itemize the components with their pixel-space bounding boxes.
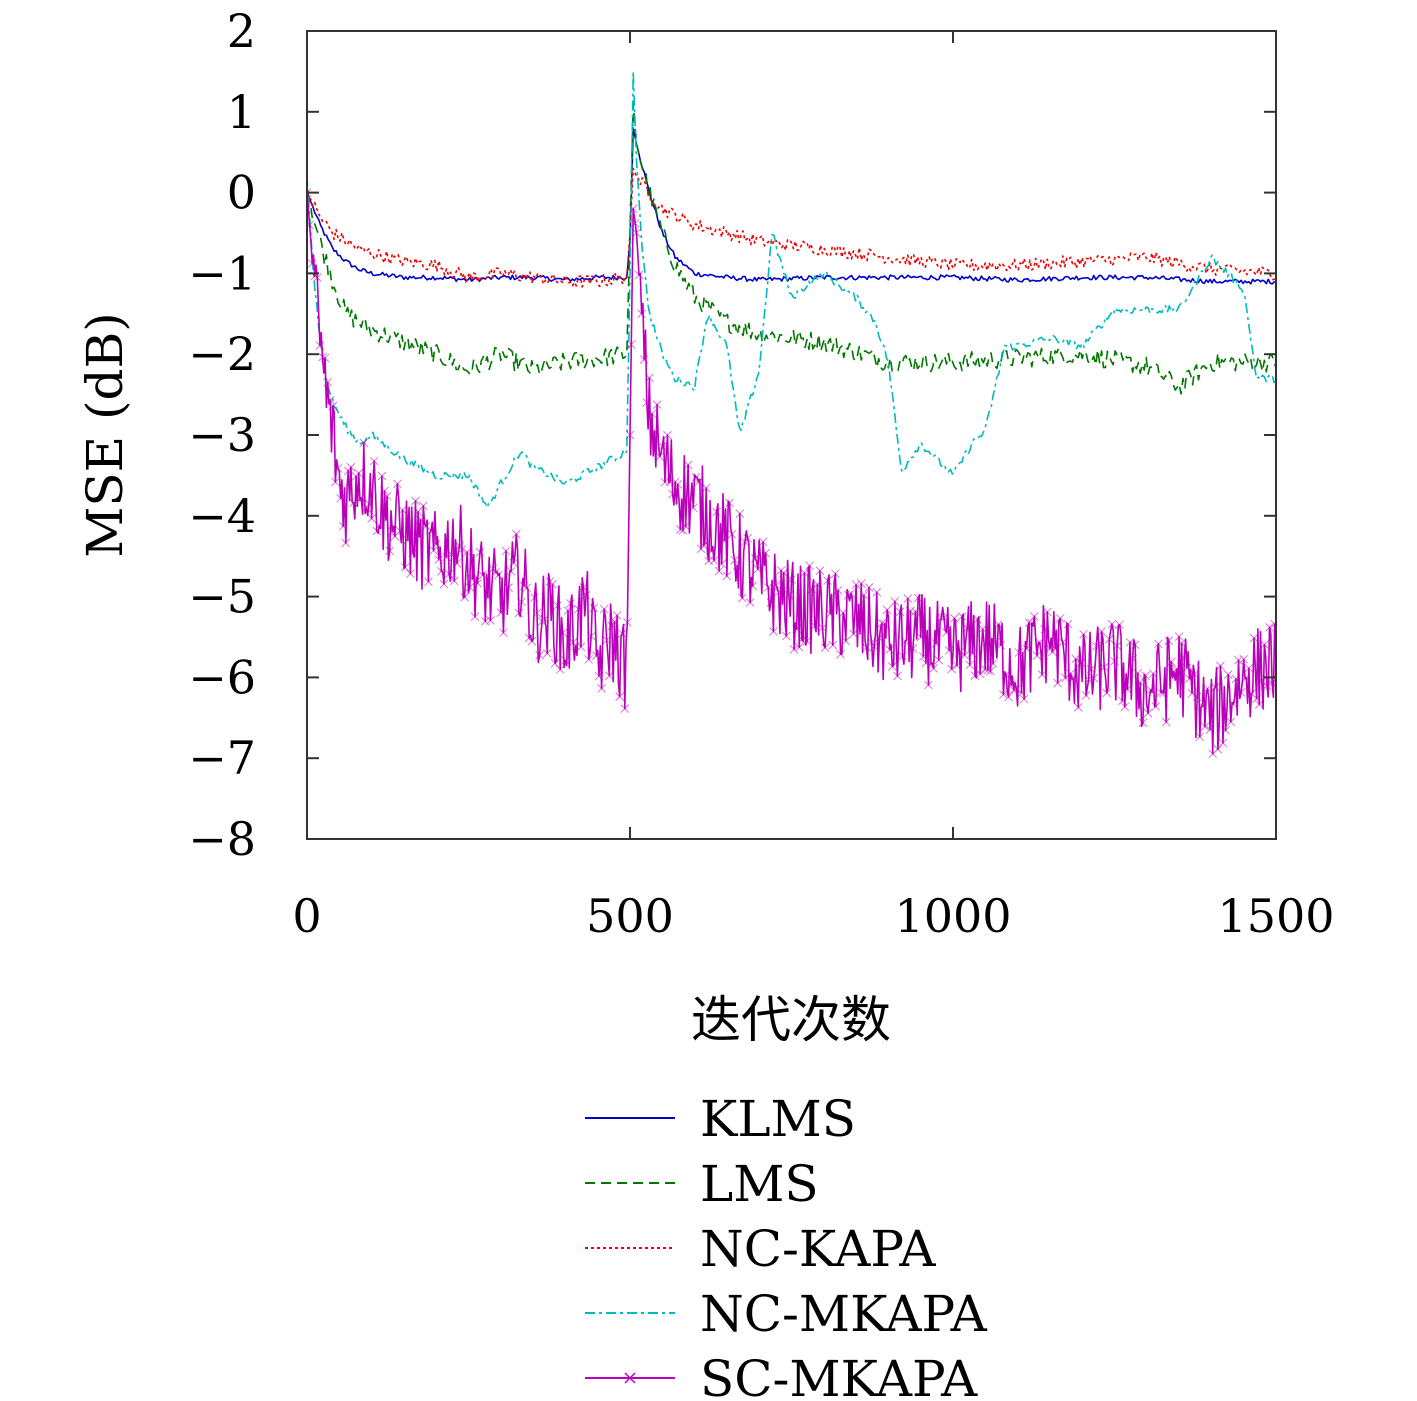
y-axis-title: MSE (dB) xyxy=(76,312,134,558)
series-line-klms xyxy=(307,127,1276,285)
series-marker-sc-mkapa xyxy=(307,188,1276,759)
legend-marker-sc-mkapa xyxy=(624,1372,636,1384)
y-tick-label: −7 xyxy=(188,731,256,785)
series-line-lms xyxy=(307,102,1276,395)
y-tick-label: 1 xyxy=(227,85,256,139)
y-tick-label: −2 xyxy=(188,327,256,381)
y-tick-label: −8 xyxy=(188,812,256,866)
y-tick-label: 2 xyxy=(227,4,256,58)
y-tick-label: 0 xyxy=(227,166,256,220)
y-tick-label: −6 xyxy=(188,650,256,704)
legend-label-klms: KLMS xyxy=(700,1090,856,1148)
legend-label-nc-kapa: NC-KAPA xyxy=(700,1220,936,1278)
series-line-nc-mkapa xyxy=(307,70,1276,509)
legend-label-lms: LMS xyxy=(700,1155,819,1213)
y-tick-label: −5 xyxy=(188,570,256,624)
x-tick-label: 1500 xyxy=(1217,889,1334,943)
series-layer xyxy=(307,70,1276,759)
plot-area-frame xyxy=(306,30,1277,840)
x-tick-label: 0 xyxy=(292,889,321,943)
y-tick-labels: 2 1 0 −1 −2 −3 −4 −5 −6 −7 −8 xyxy=(188,4,256,866)
x-tick-labels: 0 500 1000 1500 xyxy=(292,889,1334,943)
x-tick-label: 1000 xyxy=(894,889,1011,943)
x-axis-title: 迭代次数 xyxy=(691,991,891,1049)
series-markers-sc-mkapa xyxy=(307,188,1276,759)
series-line-sc-mkapa xyxy=(307,192,1276,755)
legend: KLMS LMS NC-KAPA NC-MKAPA SC-MKAPA xyxy=(585,1090,988,1401)
y-tick-label: −4 xyxy=(188,489,256,543)
x-tick-label: 500 xyxy=(586,889,674,943)
tick-layer xyxy=(306,30,1277,840)
legend-label-sc-mkapa: SC-MKAPA xyxy=(700,1350,978,1401)
y-tick-label: −3 xyxy=(188,408,256,462)
legend-label-nc-mkapa: NC-MKAPA xyxy=(700,1285,988,1343)
y-tick-label: −1 xyxy=(188,246,256,300)
series-line-nc-kapa xyxy=(307,167,1276,288)
